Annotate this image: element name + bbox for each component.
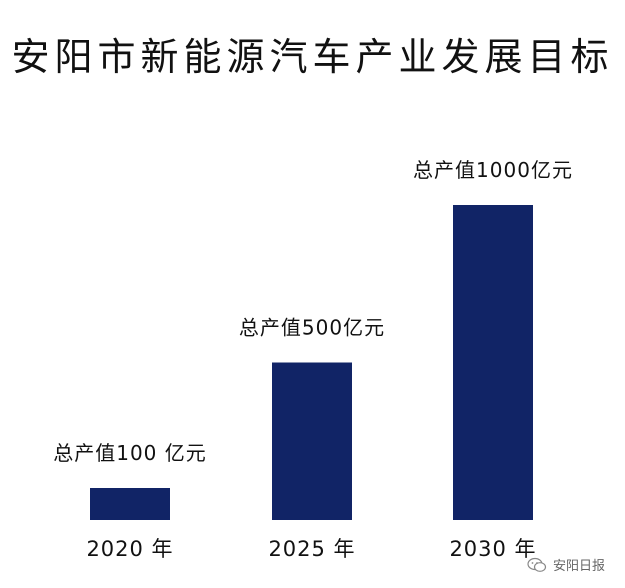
data-label-0: 总产值100 亿元 bbox=[53, 441, 207, 465]
bar-1 bbox=[272, 362, 352, 520]
bar-2 bbox=[453, 205, 533, 520]
x-tick-label-2: 2030 年 bbox=[449, 537, 536, 561]
chart-title: 安阳市新能源汽车产业发展目标 bbox=[11, 35, 614, 79]
data-label-1: 总产值500亿元 bbox=[239, 316, 385, 340]
watermark: 安阳日报 bbox=[527, 555, 605, 574]
wechat-icon bbox=[527, 557, 547, 572]
x-tick-label-1: 2025 年 bbox=[268, 537, 355, 561]
watermark-text: 安阳日报 bbox=[552, 559, 605, 574]
data-label-2: 总产值1000亿元 bbox=[413, 158, 573, 182]
bar-0 bbox=[90, 488, 170, 520]
x-tick-label-0: 2020 年 bbox=[86, 537, 173, 561]
